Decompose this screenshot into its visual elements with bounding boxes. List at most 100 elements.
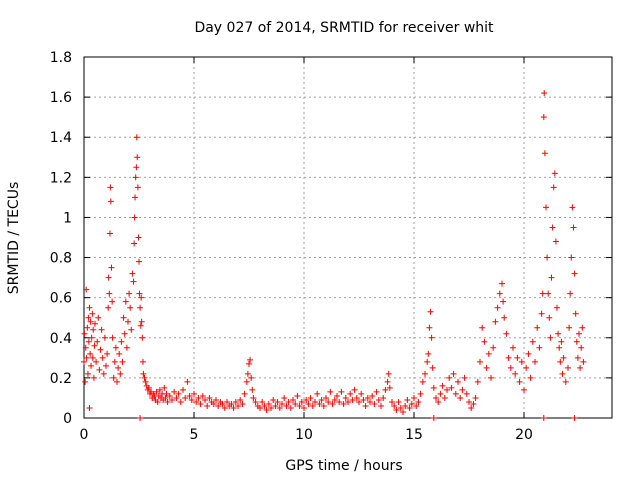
y-tick-label: 1.6 [50,90,72,106]
data-point [547,334,554,341]
data-point [340,400,347,407]
data-point [541,150,548,157]
data-point [106,290,113,297]
data-point [101,334,108,341]
data-point [316,400,323,407]
data-point [133,134,140,141]
data-point [136,290,143,297]
data-point [125,318,131,325]
data-point [163,390,170,397]
data-point [429,364,436,371]
data-point [385,370,392,377]
data-point [270,396,277,403]
data-point [446,374,453,381]
data-point [406,404,413,411]
data-point [108,264,115,271]
data-point [463,390,470,397]
data-point [483,364,490,371]
data-point [331,396,338,403]
data-point [86,404,93,411]
data-point [202,396,208,403]
data-point [472,394,479,401]
data-point [415,398,422,405]
data-point [552,238,559,245]
data-point [351,386,358,393]
data-point [312,398,318,405]
data-point [391,402,398,409]
data-point [94,338,101,345]
data-point [298,398,305,405]
data-point [565,364,571,371]
data-point [81,330,88,337]
data-point [230,404,237,411]
data-point [118,338,125,345]
y-tick-label: 1.4 [50,130,72,146]
data-point [358,390,365,397]
data-point [485,350,492,357]
y-tick-label: 0.6 [50,291,72,307]
data-point [213,396,219,403]
data-point [426,324,433,331]
data-point [360,396,367,403]
data-point [459,386,466,393]
data-point [263,406,270,413]
data-point [191,390,197,397]
data-point [545,290,552,297]
data-point [107,184,114,191]
data-point [285,398,292,405]
y-tick-label: 0.4 [50,331,72,347]
data-point [221,404,228,411]
data-point [556,344,563,351]
data-point [136,258,142,265]
data-point [380,394,387,401]
data-point [562,378,569,385]
data-point [290,396,296,403]
data-point [138,294,145,301]
data-point [536,344,543,351]
data-point [461,374,468,381]
data-point [132,174,139,181]
data-point [105,304,112,311]
data-point [90,374,97,381]
data-point [248,374,255,381]
data-point [164,398,171,405]
data-point [408,400,415,407]
data-point [82,344,89,351]
data-point [382,386,389,393]
data-point [100,370,107,377]
data-point [450,370,457,377]
data-point [281,394,288,401]
data-point [87,350,94,357]
data-point [364,394,371,401]
data-point [345,398,351,405]
data-point [232,398,239,405]
data-point [501,314,508,321]
data-point [138,318,145,325]
data-point [104,350,111,357]
y-tick-label: 1.2 [50,170,72,186]
data-point [539,290,546,297]
x-axis-label: GPS time / hours [285,458,402,474]
data-point [184,378,191,385]
data-point [574,354,581,361]
data-point [261,402,268,409]
data-point [180,386,186,393]
data-point [169,396,175,403]
data-point [567,290,574,297]
data-point [529,338,536,345]
y-tick-label: 1 [63,210,72,226]
data-point [292,400,299,407]
data-point [474,378,481,385]
data-point [579,324,586,331]
data-point [276,404,283,411]
data-point [274,398,281,405]
y-axis-label: SRMTID / TECUs [6,182,22,295]
data-point [393,406,400,413]
data-point [241,390,248,397]
data-point [116,350,123,357]
data-point [142,378,149,385]
data-point [347,390,354,397]
data-point [110,374,117,381]
data-point [134,154,141,161]
data-point [516,378,523,385]
